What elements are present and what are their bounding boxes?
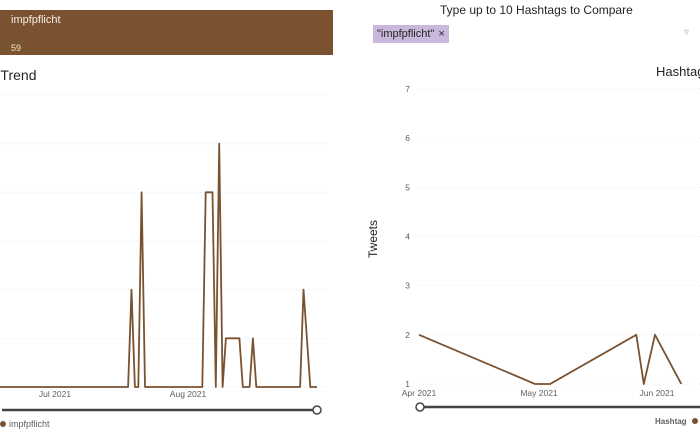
right-x-tick-label: Apr 2021 [402, 388, 437, 398]
left-legend-label: impfpflicht [9, 419, 50, 429]
legend-marker [691, 418, 698, 424]
left-legend: impfpflicht [0, 419, 50, 429]
hashtag-chip[interactable]: "impfpflicht" × [373, 25, 449, 43]
right-y-tick-label: 3 [405, 281, 410, 291]
right-legend: Hashtag [655, 417, 698, 426]
left-chart-title: gs Trend [0, 67, 37, 83]
right-y-tick-label: 1 [405, 379, 410, 389]
hashtag-compare-heading: Type up to 10 Hashtags to Compare [440, 3, 633, 17]
left-x-tick-label: Aug 2021 [170, 389, 207, 399]
right-x-tick-label: Jun 2021 [640, 388, 675, 398]
legend-marker [0, 421, 6, 427]
right-series-line [418, 333, 683, 385]
right-y-tick-label: 7 [405, 84, 410, 94]
hashtag-count-card[interactable]: impfpflicht 59 [0, 10, 333, 55]
left-series-line [0, 142, 317, 388]
left-range-handle [312, 405, 322, 415]
filter-icon[interactable]: ▿ [684, 27, 690, 38]
hashtag-chip-label: "impfpflicht" [377, 28, 435, 40]
right-y-tick-label: 2 [405, 330, 410, 340]
right-y-tick-label: 6 [405, 133, 410, 143]
card-hashtag-label: impfpflicht [11, 14, 61, 26]
right-chart-title: Hashtag [656, 64, 700, 79]
close-icon[interactable]: × [438, 28, 445, 40]
right-x-tick-label: May 2021 [520, 388, 558, 398]
card-tweet-count: 59 [11, 43, 22, 53]
right-range-handle [415, 402, 425, 412]
right-y-tick-label: 5 [405, 182, 410, 192]
left-x-tick-label: Jul 2021 [39, 389, 71, 399]
right-y-tick-label: 4 [405, 232, 410, 242]
right-legend-title: Hashtag [655, 417, 687, 426]
